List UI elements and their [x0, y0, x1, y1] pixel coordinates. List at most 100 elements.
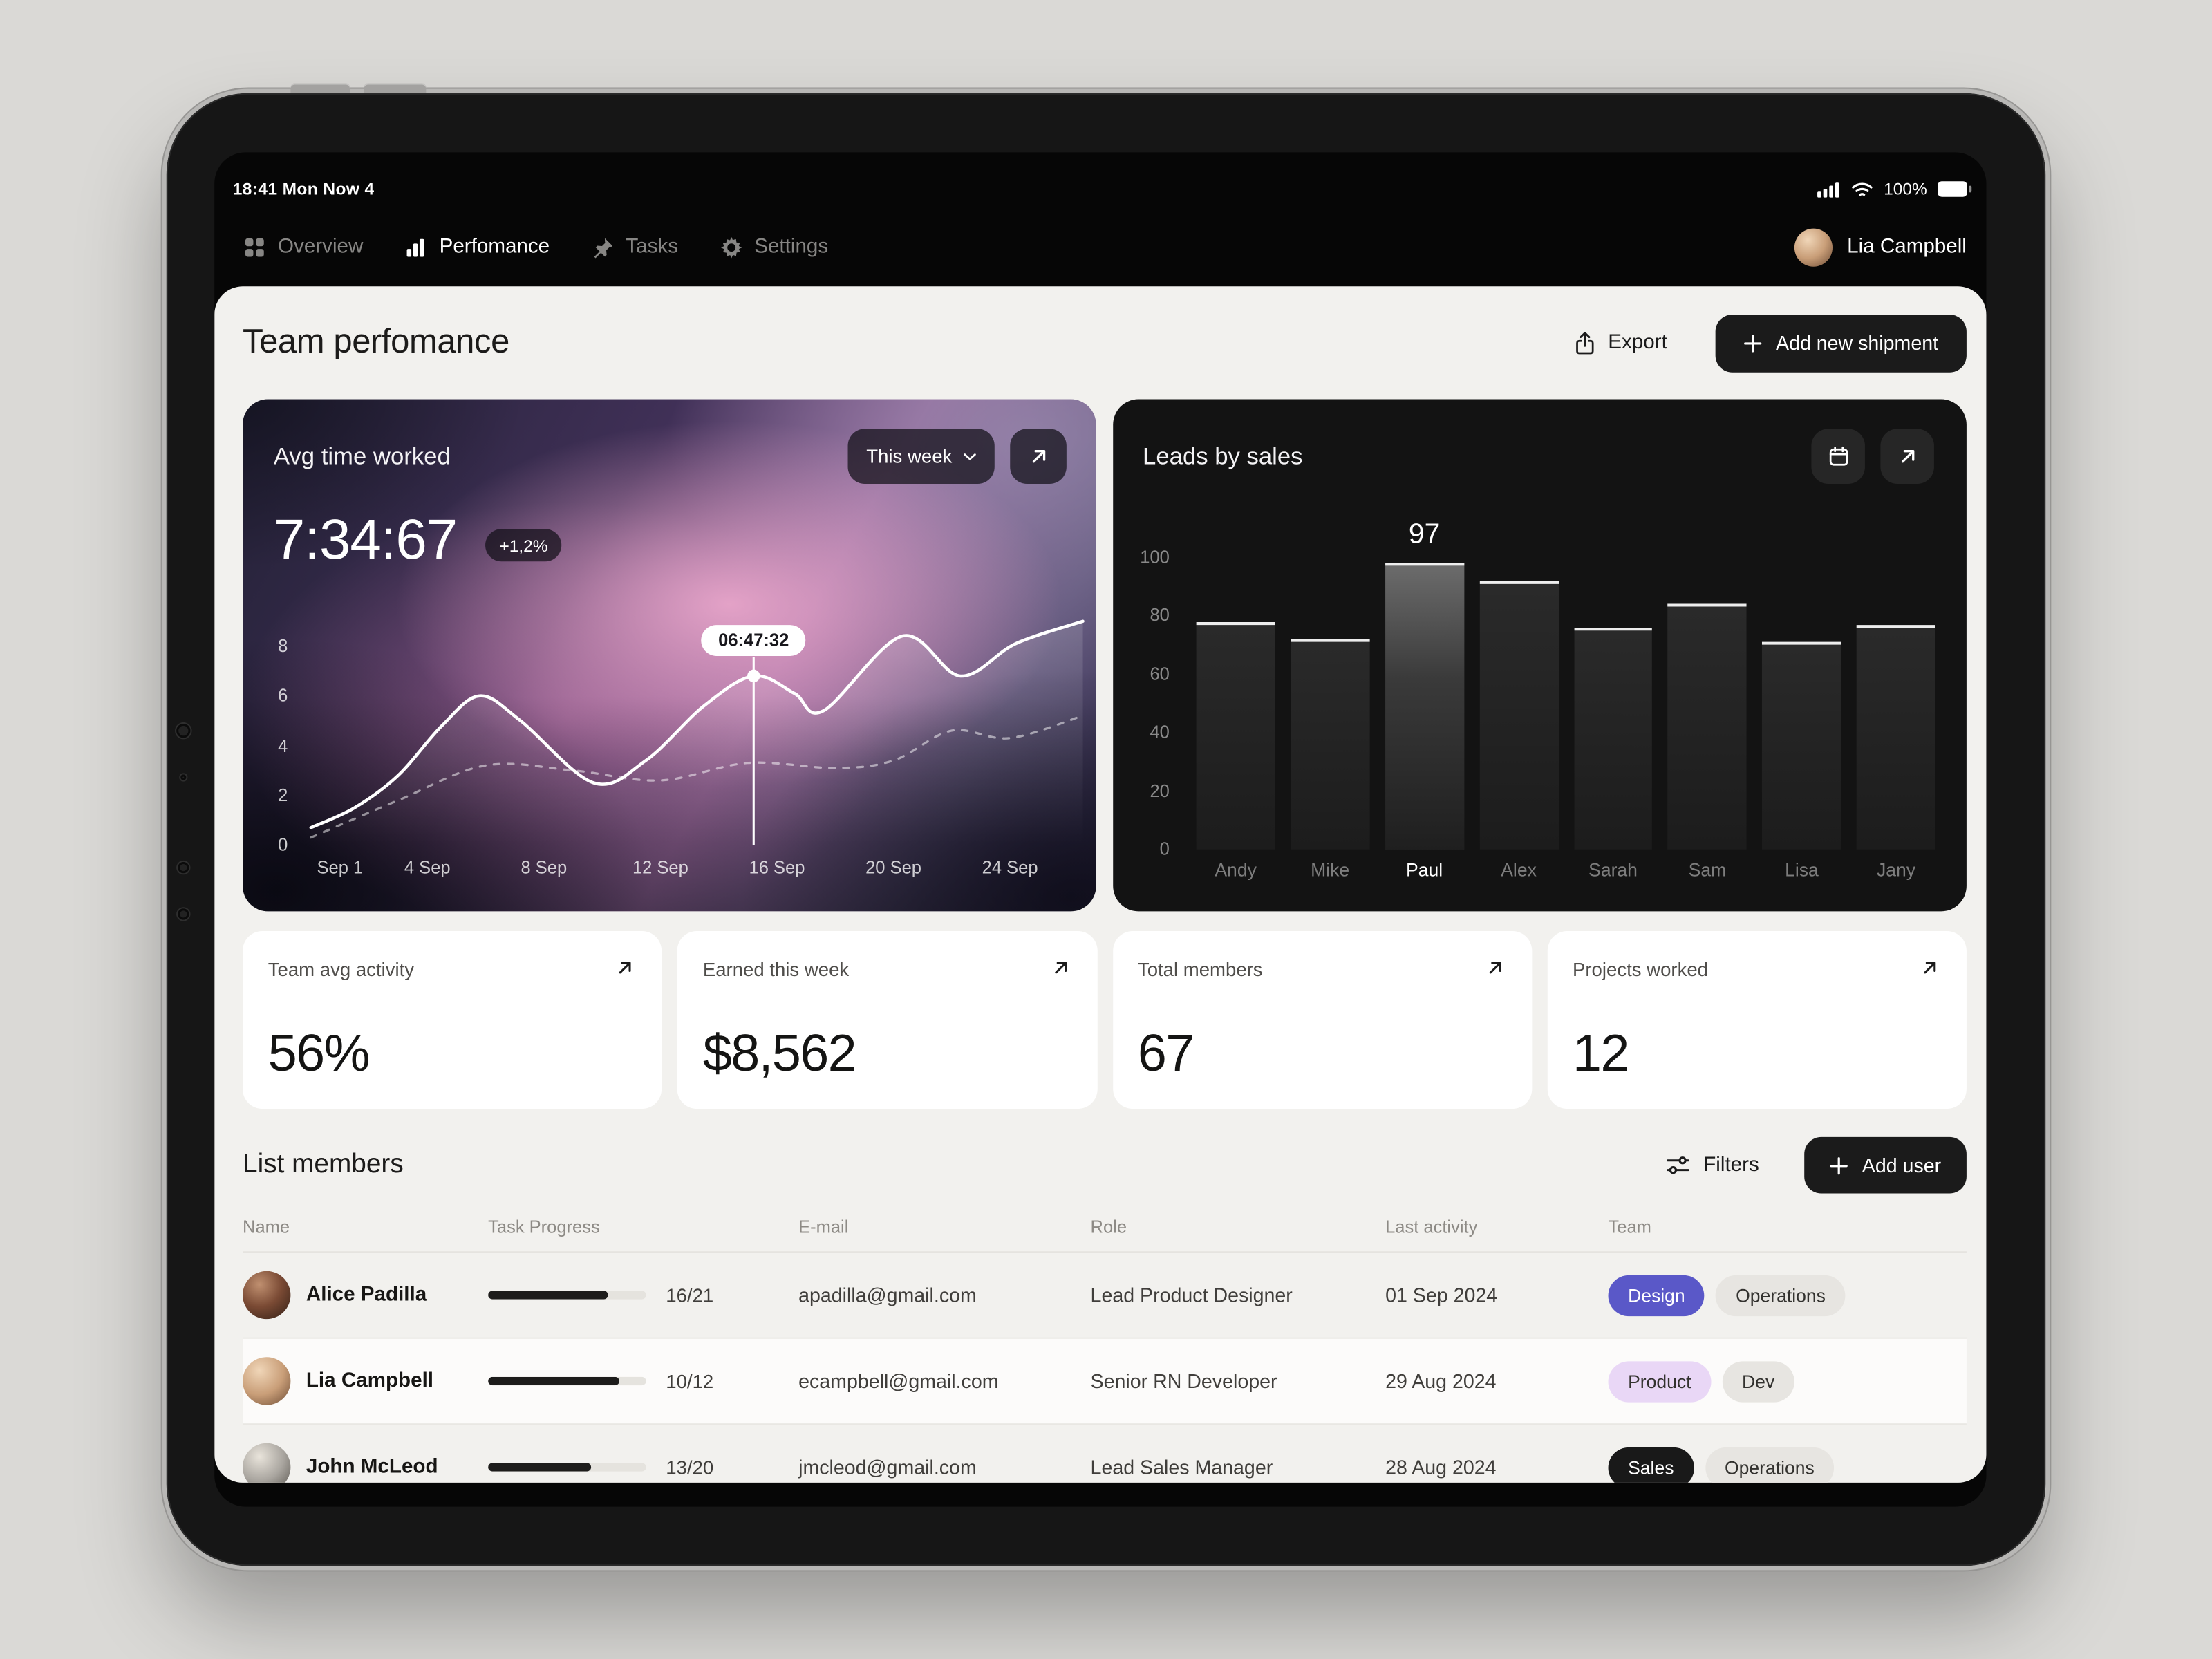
team-tag: Product: [1608, 1360, 1712, 1402]
avg-time-line-chart: [309, 619, 1085, 845]
progress-bar: [488, 1376, 646, 1386]
y-tick-label: 80: [1150, 606, 1170, 626]
column-header: Role: [1090, 1217, 1127, 1237]
nav-item-label: Perfomance: [439, 235, 550, 259]
add-user-button[interactable]: Add user: [1804, 1136, 1967, 1194]
stat-card: Projects worked 12: [1547, 930, 1967, 1109]
progress-bar: [488, 1291, 646, 1300]
nav-item-settings[interactable]: Settings: [720, 236, 828, 258]
stats-row: Team avg activity 56% Earned this week $…: [243, 930, 1967, 1109]
share-icon: [1574, 331, 1595, 355]
member-role: Lead Sales Manager: [1090, 1456, 1273, 1479]
table-row[interactable]: Alice Padilla 16/21 apadilla@gmail.com L…: [243, 1253, 1967, 1339]
status-time: 18:41 Mon Now 4: [232, 179, 375, 199]
stat-card: Total members 67: [1112, 930, 1532, 1109]
add-new-shipment-button[interactable]: Add new shipment: [1715, 314, 1967, 372]
stat-value: 67: [1137, 1024, 1194, 1082]
stat-card: Earned this week $8,562: [677, 930, 1097, 1109]
x-tick-label: 8 Sep: [521, 857, 568, 878]
leads-expand-button[interactable]: [1880, 429, 1934, 484]
x-tick-label: Jany: [1876, 859, 1916, 881]
member-last-activity: 28 Aug 2024: [1385, 1456, 1497, 1479]
team-tag: Sales: [1608, 1446, 1694, 1483]
members-table-body: Alice Padilla 16/21 apadilla@gmail.com L…: [243, 1253, 1967, 1483]
column-header: Last activity: [1385, 1217, 1478, 1237]
bar-paul: 97: [1385, 519, 1464, 850]
stat-label: Team avg activity: [268, 959, 415, 981]
leads-bar-chart: 97: [1196, 519, 1936, 850]
member-name: Alice Padilla: [306, 1284, 427, 1306]
y-tick-label: 2: [278, 785, 288, 805]
arrow-up-right-icon[interactable]: [617, 959, 633, 976]
members-table-header: Name Task Progress E-mail Role Last activity…: [243, 1206, 1967, 1253]
table-row[interactable]: Lia Campbell 10/12 ecampbell@gmail.com S…: [243, 1338, 1967, 1425]
export-button[interactable]: Export: [1566, 330, 1676, 357]
team-tag: Operations: [1705, 1446, 1835, 1483]
nav-item-overview[interactable]: Overview: [244, 236, 363, 258]
member-last-activity: 29 Aug 2024: [1385, 1369, 1497, 1393]
member-email: ecampbell@gmail.com: [798, 1369, 999, 1393]
avg-time-worked-card: Avg time worked This week 7:34:67 +1,2% …: [243, 399, 1096, 912]
tablet-device-frame: 18:41 Mon Now 4 100% Overview Perfomance T…: [166, 83, 2046, 1566]
team-tag: Dev: [1722, 1360, 1794, 1402]
progress-bar: [488, 1463, 646, 1472]
member-avatar: [243, 1357, 291, 1405]
column-header: Team: [1608, 1217, 1651, 1237]
arrow-up-right-icon[interactable]: [1051, 959, 1068, 976]
battery-icon: [1937, 180, 1972, 197]
calendar-button[interactable]: [1811, 429, 1865, 484]
bars-icon: [406, 236, 427, 258]
main-panel: Team perfomance Export Add new shipment: [214, 286, 1987, 1483]
user-menu[interactable]: Lia Campbell: [1794, 227, 1967, 266]
calendar-icon: [1828, 446, 1849, 467]
y-tick-label: 4: [278, 735, 288, 756]
avg-time-value: 7:34:67: [273, 509, 458, 572]
bar-alex: [1479, 581, 1559, 850]
y-tick-label: 100: [1140, 547, 1170, 568]
x-tick-label: Andy: [1215, 859, 1257, 881]
member-role: Senior RN Developer: [1090, 1369, 1277, 1393]
y-tick-label: 0: [278, 835, 288, 855]
avg-time-expand-button[interactable]: [1010, 429, 1067, 484]
plus-icon: [1743, 334, 1762, 353]
stat-label: Total members: [1137, 959, 1263, 981]
user-avatar: [1794, 227, 1833, 266]
add-user-label: Add user: [1862, 1154, 1942, 1177]
nav-item-performance[interactable]: Perfomance: [406, 235, 550, 259]
volume-down-button: [364, 83, 427, 93]
member-email: jmcleod@gmail.com: [798, 1456, 977, 1479]
add-shipment-label: Add new shipment: [1776, 331, 1939, 355]
member-last-activity: 01 Sep 2024: [1385, 1284, 1498, 1306]
stat-value: $8,562: [702, 1024, 857, 1082]
sensor-dot: [180, 774, 187, 780]
arrow-up-right-icon[interactable]: [1922, 959, 1938, 976]
x-tick-label: Sarah: [1588, 859, 1638, 881]
time-range-selector[interactable]: This week: [847, 429, 995, 484]
table-row[interactable]: John McLeod 13/20 jmcleod@gmail.com Lead…: [243, 1425, 1967, 1483]
status-icons: 100%: [1817, 179, 1972, 199]
bar-value-label: 97: [1408, 519, 1441, 551]
plus-icon: [1830, 1156, 1848, 1174]
filters-button[interactable]: Filters: [1658, 1152, 1768, 1178]
nav-item-tasks[interactable]: Tasks: [592, 235, 679, 259]
y-tick-label: 0: [1159, 839, 1170, 859]
gear-icon: [720, 236, 742, 258]
battery-percent: 100%: [1884, 179, 1927, 199]
member-avatar: [243, 1443, 291, 1483]
arrow-up-right-icon[interactable]: [1487, 959, 1503, 976]
avg-time-delta-badge: +1,2%: [485, 529, 562, 562]
nav-item-label: Tasks: [626, 235, 679, 259]
bar-sam: [1668, 603, 1747, 850]
filters-icon: [1667, 1155, 1691, 1175]
sensor-dot: [178, 861, 189, 874]
filters-label: Filters: [1703, 1154, 1759, 1177]
leads-by-sales-card: Leads by sales 100 80 60 40 20 0 97 Andy Mike P…: [1113, 399, 1967, 912]
screen: 18:41 Mon Now 4 100% Overview Perfomance T…: [214, 152, 1987, 1507]
bar-andy: [1196, 621, 1275, 850]
bar-sarah: [1573, 627, 1653, 850]
y-tick-label: 60: [1150, 664, 1170, 684]
list-members-header: List members Filters Add user: [243, 1136, 1967, 1195]
team-tag: Design: [1608, 1274, 1705, 1316]
sensor-dot: [178, 908, 189, 920]
